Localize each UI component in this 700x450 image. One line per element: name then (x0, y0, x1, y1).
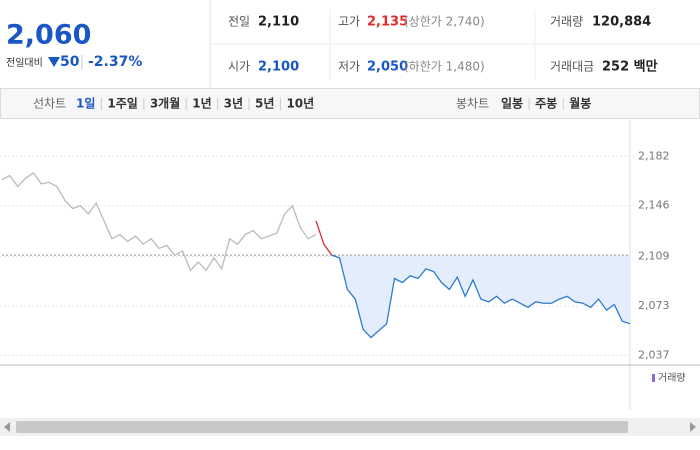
change: 50 (60, 54, 80, 70)
price-line (331, 254, 631, 339)
period-tab[interactable]: 10년 (286, 97, 314, 111)
stat-label: 거래량 (550, 15, 583, 29)
stat-label: 시가 (228, 60, 250, 74)
stat-value: 120,884 (592, 15, 651, 30)
tab-group-label: 봉차트 (456, 97, 489, 111)
period-tab[interactable]: 5년 (255, 97, 274, 111)
volume-label: 거래량 (658, 372, 686, 384)
y-tick-label: 2,182 (638, 149, 670, 162)
y-tick-label: 2,037 (638, 348, 670, 361)
stat-label: 저가 (338, 60, 360, 74)
tab-bar (0, 88, 700, 119)
y-tick-label: 2,109 (638, 250, 670, 263)
change-label: 전일대비 (6, 57, 43, 69)
tab-group-label: 선차트 (33, 97, 66, 111)
y-tick-label: 2,146 (638, 199, 670, 212)
price: 2,060 (6, 20, 91, 51)
change-pct: -2.37% (88, 54, 142, 70)
period-tab[interactable]: 1주일 (107, 97, 137, 111)
scrollbar-thumb[interactable] (16, 421, 628, 433)
price-line (1, 171, 317, 272)
price-line (315, 220, 333, 256)
stat-note: (하한가 1,480) (404, 60, 485, 74)
stat-value: 2,110 (258, 15, 299, 30)
candle-tab[interactable]: 일봉 (501, 97, 523, 111)
y-tick-label: 2,073 (638, 299, 670, 312)
down-icon (48, 57, 60, 67)
stat-label: 고가 (338, 15, 360, 29)
volume-key (652, 374, 655, 382)
period-tab[interactable]: 1일 (76, 97, 95, 111)
candle-tab[interactable]: 월봉 (569, 96, 591, 111)
scroll-right[interactable] (690, 422, 696, 432)
period-tab[interactable]: 1년 (192, 97, 211, 111)
stat-value: 252 백만 (602, 59, 658, 75)
stat-label: 거래대금 (550, 60, 594, 74)
period-tab[interactable]: 3개월 (150, 96, 180, 111)
scroll-left[interactable] (4, 422, 10, 432)
stat-value: 2,100 (258, 60, 299, 75)
stat-label: 전일 (228, 15, 250, 29)
candle-tab[interactable]: 주봉 (535, 97, 557, 111)
area (331, 255, 630, 338)
period-tab[interactable]: 3년 (224, 97, 243, 111)
stat-value: 2,050 (367, 60, 408, 75)
stat-note: (상한가 2,740) (404, 15, 485, 29)
stat-value: 2,135 (367, 15, 408, 30)
